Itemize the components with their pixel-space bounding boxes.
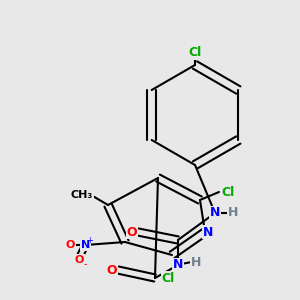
Text: O: O	[66, 240, 75, 250]
Text: N: N	[210, 206, 220, 220]
Text: H: H	[191, 256, 201, 268]
Text: N: N	[203, 226, 213, 238]
Text: N: N	[81, 240, 90, 250]
Text: N: N	[173, 259, 183, 272]
Text: O: O	[127, 226, 137, 238]
Text: Cl: Cl	[161, 272, 175, 284]
Text: Cl: Cl	[188, 46, 202, 59]
Text: O: O	[75, 255, 84, 265]
Text: O: O	[107, 263, 117, 277]
Text: CH₃: CH₃	[71, 190, 93, 200]
Text: +: +	[87, 236, 93, 245]
Text: Cl: Cl	[221, 185, 235, 199]
Text: H: H	[228, 206, 238, 220]
Text: -: -	[84, 260, 87, 269]
